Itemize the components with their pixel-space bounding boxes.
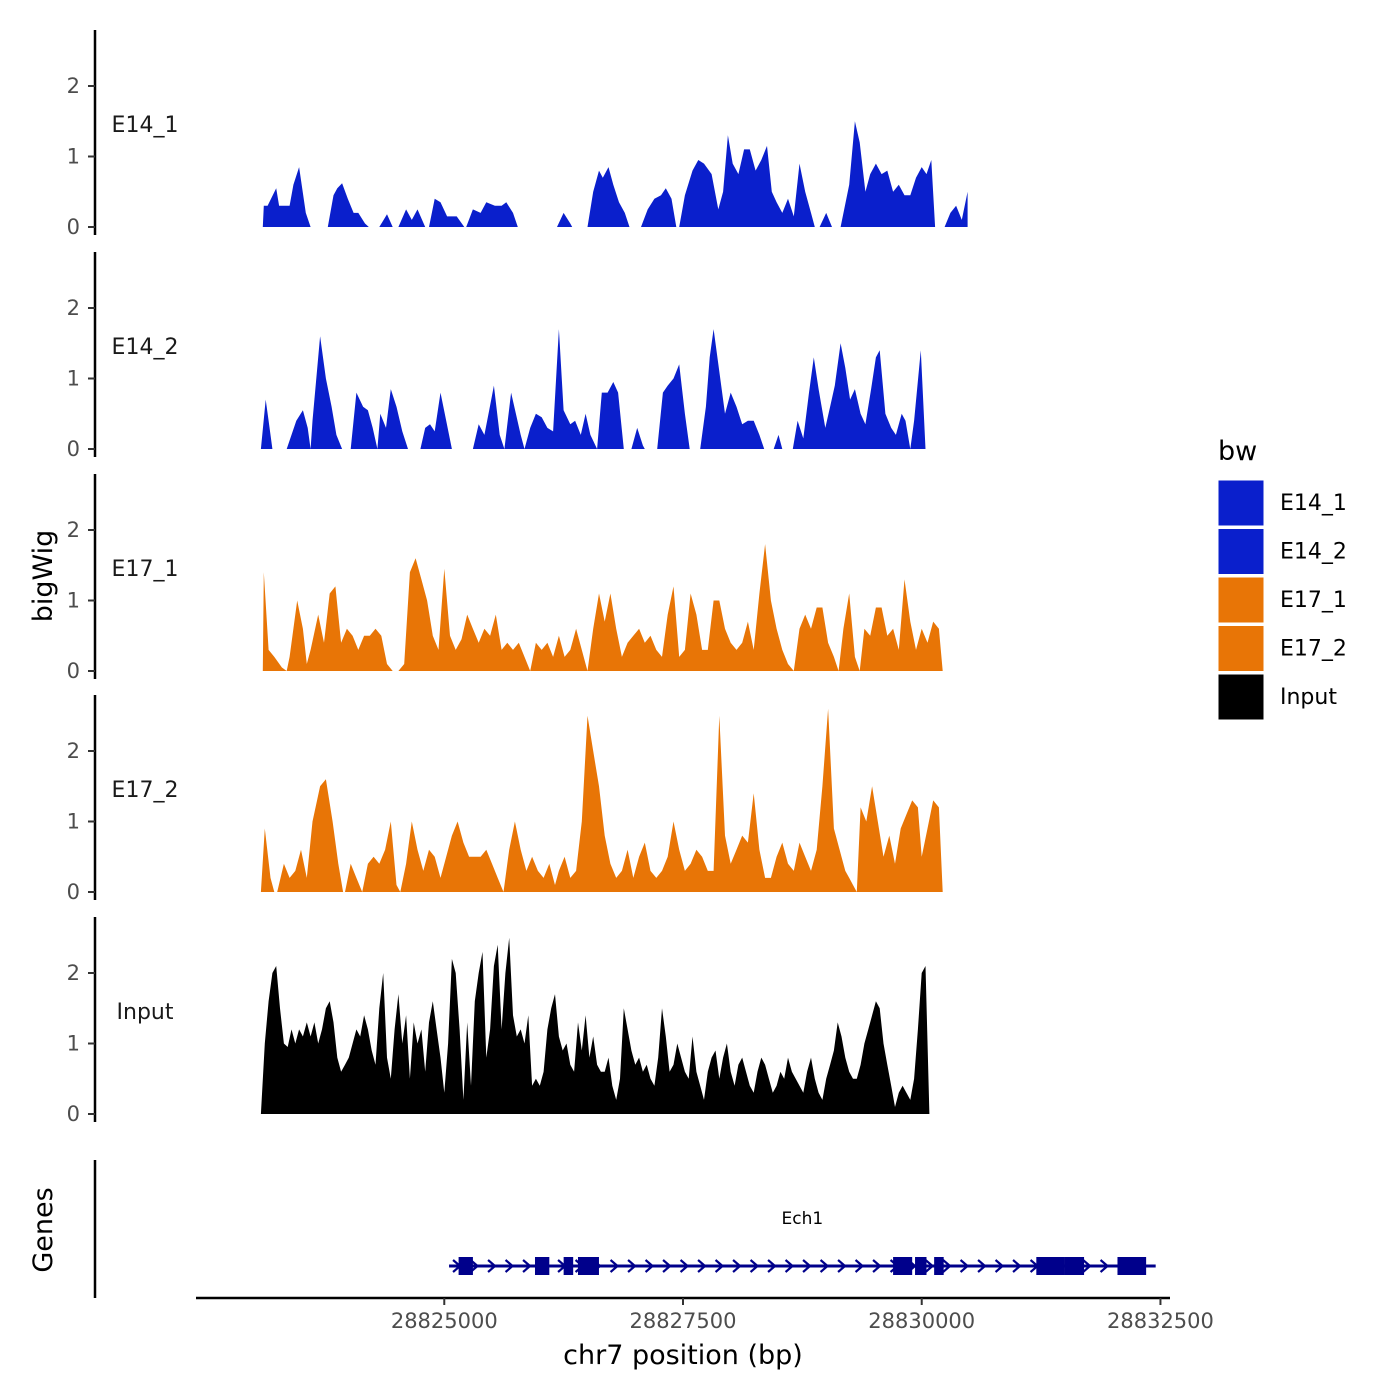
strand-arrow <box>679 1259 690 1273</box>
strand-arrow <box>627 1259 637 1273</box>
y-tick-label: 0 <box>67 437 80 461</box>
x-tick-label: 28825000 <box>391 1309 498 1333</box>
x-axis: 28825000 28827500 28830000 28832500 <box>196 1296 1214 1333</box>
y-tick-label: 0 <box>67 215 80 239</box>
legend-title: bw <box>1218 436 1257 467</box>
strand-arrow <box>784 1259 795 1273</box>
legend-label: E17_1 <box>1280 588 1347 613</box>
strand-arrow <box>767 1259 777 1273</box>
coverage-area-input <box>260 937 930 1114</box>
track-e14-2: 0 1 2 E14_2 <box>67 252 926 461</box>
track-e17-1: 0 1 2 E17_1 <box>67 474 943 683</box>
strand-arrow <box>1099 1259 1110 1273</box>
x-axis-title: chr7 position (bp) <box>563 1340 803 1371</box>
strand-arrow <box>872 1259 882 1273</box>
track-label: E17_2 <box>112 778 179 803</box>
coverage-area-e14-2 <box>260 329 926 449</box>
strand-arrow <box>487 1259 497 1273</box>
y-tick-label: 2 <box>67 518 80 542</box>
strand-arrow <box>714 1259 725 1273</box>
legend-swatch <box>1217 625 1265 672</box>
track-label: E14_1 <box>112 113 179 138</box>
gene: Ech1 <box>449 1209 1156 1275</box>
exon <box>458 1257 473 1275</box>
strand-arrow <box>924 1259 935 1273</box>
legend-label: E17_2 <box>1280 637 1347 662</box>
y-tick-label: 2 <box>67 74 80 98</box>
exon <box>915 1257 927 1275</box>
legend-item: Input <box>1217 673 1337 721</box>
strand-arrow <box>959 1259 970 1273</box>
y-tick-label: 0 <box>67 1102 80 1126</box>
legend: bw E14_1 E14_2 E17_1 E17_2 Input <box>1217 436 1347 721</box>
strand-arrow <box>522 1259 532 1273</box>
y-tick-label: 0 <box>67 880 80 904</box>
y-axis-title: bigWig <box>28 530 59 623</box>
exon <box>577 1257 599 1275</box>
legend-swatch <box>1217 479 1265 527</box>
exon <box>534 1257 550 1275</box>
strand-arrow <box>1012 1259 1022 1273</box>
exon <box>893 1257 913 1275</box>
legend-label: E14_2 <box>1280 540 1347 565</box>
track-label: Input <box>117 1000 174 1025</box>
exon <box>1036 1257 1065 1275</box>
gene-name-label: Ech1 <box>782 1209 824 1229</box>
coverage-area-e14-1 <box>262 121 968 227</box>
strand-arrow <box>819 1259 830 1273</box>
x-tick-label: 28832500 <box>1107 1309 1214 1333</box>
y-tick-label: 1 <box>67 1032 80 1056</box>
strand-arrow <box>749 1259 760 1273</box>
x-tick-label: 28830000 <box>868 1309 975 1333</box>
strand-arrow <box>662 1259 672 1273</box>
legend-item: E17_1 <box>1217 576 1347 624</box>
y-tick-label: 1 <box>67 367 80 391</box>
strand-arrow <box>504 1259 515 1273</box>
coverage-area-e17-1 <box>262 544 943 671</box>
y-tick-label: 1 <box>67 145 80 169</box>
genes-track: Genes Ech1 <box>28 1160 1156 1298</box>
y-tick-label: 2 <box>67 296 80 320</box>
track-e17-2: 0 1 2 E17_2 <box>67 695 943 904</box>
strand-arrow <box>697 1259 707 1273</box>
exon <box>1117 1257 1147 1275</box>
y-tick-label: 0 <box>67 659 80 683</box>
y-tick-label: 2 <box>67 961 80 985</box>
track-input: 0 1 2 Input <box>67 917 930 1126</box>
strand-arrow <box>977 1259 987 1273</box>
strand-arrow <box>732 1259 742 1273</box>
exon <box>934 1257 944 1275</box>
exon <box>1064 1257 1085 1275</box>
genes-track-title: Genes <box>28 1187 59 1272</box>
legend-item: E17_2 <box>1217 625 1347 672</box>
strand-arrow <box>942 1259 952 1273</box>
legend-item: E14_1 <box>1217 479 1347 527</box>
strand-arrow <box>837 1259 847 1273</box>
legend-swatch <box>1217 528 1265 575</box>
x-tick-label: 28827500 <box>630 1309 737 1333</box>
legend-label: E14_1 <box>1280 491 1347 516</box>
strand-arrow <box>994 1259 1005 1273</box>
strand-arrow <box>854 1259 865 1273</box>
legend-item: E14_2 <box>1217 528 1347 575</box>
strand-arrow <box>644 1259 655 1273</box>
strand-arrow <box>609 1259 620 1273</box>
y-tick-label: 1 <box>67 810 80 834</box>
legend-swatch <box>1217 576 1265 624</box>
y-tick-label: 2 <box>67 739 80 763</box>
legend-label: Input <box>1280 685 1337 710</box>
strand-arrow <box>1082 1259 1092 1273</box>
strand-arrow <box>802 1259 812 1273</box>
exon <box>563 1257 574 1275</box>
track-label: E17_1 <box>112 557 179 582</box>
track-label: E14_2 <box>112 335 179 360</box>
legend-swatch <box>1217 673 1265 721</box>
y-tick-label: 1 <box>67 589 80 613</box>
coverage-area-e17-2 <box>260 708 943 892</box>
track-e14-1: 0 1 2 E14_1 <box>67 30 968 239</box>
